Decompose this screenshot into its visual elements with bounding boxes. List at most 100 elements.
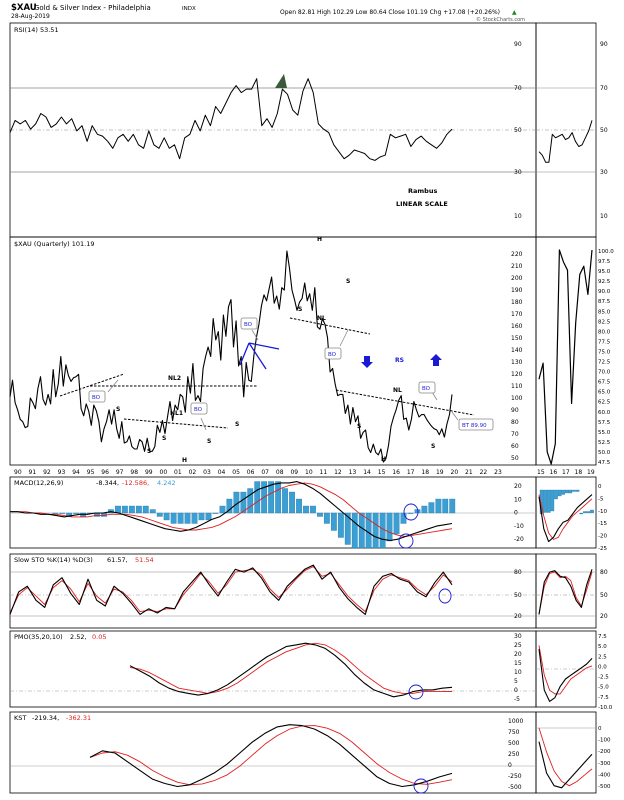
price-mini-tick-20: 50.0 (598, 450, 611, 456)
price-mini-x-label-1: 16 (550, 469, 558, 476)
macd-mini-tick-5: -25 (598, 546, 607, 552)
price-mini-tick-21: 47.5 (598, 460, 611, 466)
svg-text:S: S (298, 306, 302, 313)
macd-histogram-bar-43 (351, 512, 358, 549)
macd-histogram-bar-10 (121, 505, 128, 514)
macd-mini-bar-1 (543, 489, 547, 513)
price-mini-tick-2: 95.0 (598, 269, 611, 275)
triangle-pattern (239, 342, 280, 370)
macd-histogram-bar-12 (135, 505, 142, 514)
macd-histogram-bar-51 (407, 512, 414, 514)
macd-histogram-bar-11 (128, 505, 135, 514)
price-mini-tick-14: 65.0 (598, 390, 611, 396)
macd-histogram-bar-37 (310, 505, 316, 514)
price-x-label-1: 91 (29, 469, 37, 476)
svg-text:BO: BO (328, 352, 337, 358)
price-x-label-9: 99 (145, 469, 153, 476)
macd-histogram-bar-20 (191, 512, 198, 524)
svg-text:0.05: 0.05 (92, 633, 106, 641)
price-mini-x-label-4: 19 (587, 469, 595, 476)
svg-text:S: S (346, 278, 350, 285)
pmo-tick-4: 10 (514, 669, 522, 676)
pmo-label: PMO(35,20,10) 2.52, 0.05 (14, 633, 106, 641)
svg-text:61.57,: 61.57, (107, 556, 128, 564)
price-x-label-22: 12 (334, 469, 342, 476)
macd-histogram-bar-57 (449, 498, 456, 514)
pmo-mini-tick-6: -7.5 (598, 695, 609, 701)
macd-mini-bar-4 (554, 489, 558, 500)
price-tick-5: 170 (511, 311, 523, 318)
price-mini-tick-1: 97.5 (598, 259, 611, 265)
price-mini-x-label-0: 15 (537, 469, 545, 476)
macd-tick-4: -20 (514, 536, 524, 543)
price-x-label-10: 00 (160, 469, 168, 476)
svg-text:Slow STO %K(14) %D(3): Slow STO %K(14) %D(3) (14, 556, 93, 564)
price-mini-tick-12: 70.0 (598, 370, 611, 376)
pmo-mini-tick-2: 2.5 (598, 654, 607, 660)
pmo-tick-6: 0 (514, 687, 518, 694)
macd-mini-histogram (539, 489, 594, 515)
sto-tick-0: 80 (514, 569, 522, 576)
macd-mini-bar-10 (575, 489, 580, 492)
price-mini-tick-9: 77.5 (598, 339, 611, 345)
price-x-label-23: 13 (349, 469, 357, 476)
svg-text:BT 89.90: BT 89.90 (462, 423, 487, 429)
pmo-line (129, 642, 453, 698)
macd-histogram-bar-18 (177, 512, 184, 524)
rsi-note-linear: LINEAR SCALE (396, 200, 448, 208)
sto-tick-2: 20 (514, 613, 522, 620)
macd-histogram-bar-33 (282, 488, 288, 514)
kst-tick-1: 750 (508, 729, 520, 736)
macd-histogram-bar-35 (296, 498, 302, 514)
price-x-label-3: 93 (58, 469, 66, 476)
price-line (9, 250, 453, 463)
pmo-mini-tick-3: 0.0 (598, 664, 607, 670)
price-tick-7: 150 (511, 335, 523, 342)
kst-tick-0: 1000 (508, 718, 523, 725)
macd-histogram-bar-39 (323, 512, 330, 524)
price-x-label-25: 15 (378, 469, 386, 476)
sto-mini-tick-2: 20 (600, 613, 608, 620)
sto-mini-tick-0: 80 (600, 569, 608, 576)
price-x-label-15: 05 (232, 469, 240, 476)
macd-tick-0: 20 (514, 483, 522, 490)
svg-text:S: S (147, 448, 151, 455)
price-mini-tick-15: 62.5 (598, 400, 611, 406)
price-mini-tick-17: 57.5 (598, 420, 611, 426)
price-x-label-13: 03 (203, 469, 211, 476)
price-mini-tick-0: 100.0 (598, 249, 614, 255)
macd-histogram-bar-23 (212, 512, 219, 514)
svg-text:RS: RS (395, 357, 404, 364)
svg-text:-8.344,: -8.344, (96, 479, 119, 487)
svg-text:BO: BO (244, 322, 253, 328)
price-tick-6: 160 (511, 323, 523, 330)
price-tick-8: 140 (511, 347, 523, 354)
price-x-label-20: 10 (305, 469, 313, 476)
price-x-label-7: 97 (116, 469, 124, 476)
pmo-signal-line (129, 642, 453, 694)
price-mini-line (538, 249, 593, 465)
kst-tick-6: -500 (508, 784, 522, 791)
price-tick-16: 60 (511, 443, 519, 450)
price-mini-tick-3: 92.5 (598, 279, 611, 285)
svg-text:H: H (317, 236, 322, 243)
price-label: $XAU (Quarterly) 101.19 (14, 240, 95, 248)
price-trendlines (59, 317, 475, 429)
svg-text:S: S (357, 423, 361, 430)
macd-mini-bar-5 (557, 489, 562, 497)
kst-panel (9, 711, 537, 794)
chart-exchange: INDX (182, 6, 196, 12)
price-mini-tick-7: 82.5 (598, 319, 611, 325)
pmo-tick-1: 25 (514, 642, 522, 649)
pmo-tick-0: 30 (514, 633, 522, 640)
price-tick-11: 110 (511, 383, 523, 390)
rsi-label: RSI(14) 53.51 (14, 26, 59, 34)
macd-mini-bar-13 (586, 511, 591, 514)
price-x-label-6: 96 (101, 469, 109, 476)
macd-histogram-bar-44 (358, 512, 365, 549)
svg-text:NL: NL (393, 387, 402, 394)
macd-mini-bar-12 (583, 511, 587, 514)
svg-text:MACD(12,26,9): MACD(12,26,9) (14, 479, 63, 487)
rsi-overbought-fill (275, 74, 287, 88)
sto-tick-1: 50 (514, 592, 522, 599)
